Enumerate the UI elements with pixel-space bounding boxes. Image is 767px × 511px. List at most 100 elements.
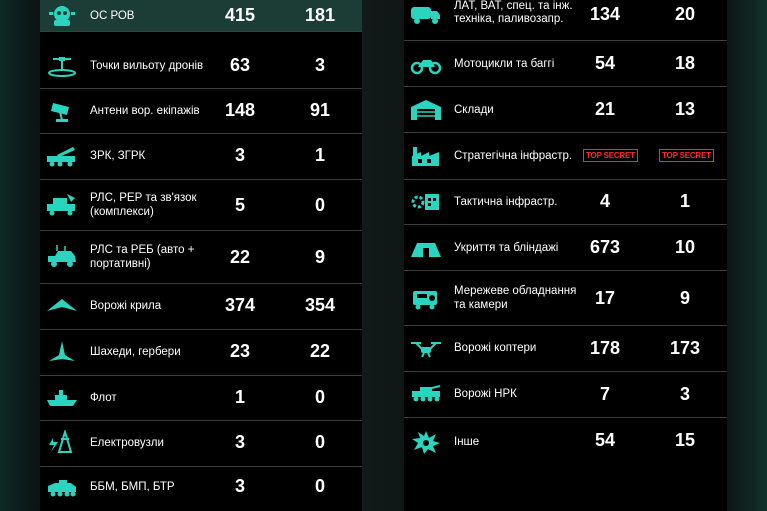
stat-row: Тактична інфрастр. 4 1 [404, 180, 727, 225]
center-background-strip [362, 0, 404, 511]
left-background-strip [0, 0, 40, 511]
stat-value-2: 9 [679, 288, 690, 308]
stat-label: Склади [454, 104, 494, 116]
stat-label: Електровузли [90, 437, 164, 449]
stat-row: Ворожі коптери 178 173 [404, 326, 727, 372]
stat-value-2: 0 [314, 432, 325, 452]
ship-icon [42, 383, 82, 413]
stat-value-2: 20 [674, 4, 696, 24]
motorcycle-icon [406, 49, 446, 79]
stat-value-2: 3 [679, 384, 690, 404]
stat-row: Ворожі крила 374 354 [40, 284, 362, 330]
radar-truck-icon [42, 190, 82, 220]
stat-value-1: 415 [224, 5, 256, 25]
stat-value-2: 3 [314, 55, 325, 75]
stat-value-1: 54 [594, 53, 616, 73]
stat-value-2: 0 [314, 476, 325, 496]
right-background-strip [727, 0, 767, 511]
stat-value-1: 54 [594, 430, 616, 450]
shahed-drone-icon [42, 337, 82, 367]
stat-label: РЛС та РЕБ (авто + портативні) [90, 244, 195, 270]
stat-value-1: 1 [234, 387, 245, 407]
stat-label: Антени вор. екіпажів [90, 105, 200, 117]
stat-value-1: 148 [224, 100, 256, 120]
stat-value-1: 374 [224, 295, 256, 315]
stat-row: Укриття та бліндажі 673 10 [404, 225, 727, 271]
power-station-icon [42, 428, 82, 458]
stat-value-2: 15 [674, 430, 696, 450]
stat-label: Флот [90, 392, 117, 404]
top-secret-badge-2: TOP SECRET [659, 149, 714, 162]
stat-label: Точки вильоту дронів [90, 60, 204, 72]
stat-label: Мережеве обладнання та камери [454, 285, 577, 311]
truck-icon [406, 0, 446, 30]
stat-value-1: 7 [599, 384, 610, 404]
stat-value-2: 354 [304, 295, 336, 315]
stat-value-2: 181 [304, 5, 336, 25]
stat-value-2: 13 [674, 99, 696, 119]
stat-value-2: 22 [309, 341, 331, 361]
antenna-icon [42, 96, 82, 126]
stat-value-2: 91 [309, 100, 331, 120]
tactical-infrastructure-icon [406, 187, 446, 217]
stat-value-2: 9 [314, 247, 325, 267]
camera-equipment-icon [406, 283, 446, 313]
top-secret-badge-1: TOP SECRET [583, 149, 638, 162]
stat-value-2: 18 [674, 53, 696, 73]
stat-label: РЛС, РЕР та зв'язок (комплекси) [90, 192, 197, 218]
stat-value-2: 173 [669, 338, 701, 358]
stat-row: Антени вор. екіпажів 148 91 [40, 89, 362, 134]
stat-value-1: 23 [229, 341, 251, 361]
ew-vehicle-icon [42, 242, 82, 272]
stat-row: Шахеди, гербери 23 22 [40, 330, 362, 376]
stat-row: Склади 21 13 [404, 87, 727, 133]
stat-row: РЛС, РЕР та зв'язок (комплекси) 5 0 [40, 180, 362, 231]
stat-value-1: 134 [589, 4, 621, 24]
stat-label: Стратегічна інфрастр. [454, 150, 573, 162]
air-defense-icon [42, 1, 82, 31]
stat-value-1: 3 [234, 145, 245, 165]
stat-value-1: 17 [594, 288, 616, 308]
stat-row: Інше 54 15 [404, 418, 727, 511]
stat-row: Флот 1 0 [40, 376, 362, 421]
stat-value-1: 63 [229, 55, 251, 75]
stat-row: Мотоцикли та баггі 54 18 [404, 41, 727, 87]
stat-value-1: 21 [594, 99, 616, 119]
quadcopter-icon [406, 333, 446, 363]
stat-row: Електровузли 3 0 [40, 421, 362, 467]
stat-row: ЛАТ, ВАТ, спец. та інж. техніка, паливоз… [404, 0, 727, 41]
stat-value-1: 22 [229, 247, 251, 267]
stat-value-1: 4 [599, 191, 610, 211]
apc-icon [42, 473, 82, 503]
sam-launcher-icon [42, 141, 82, 171]
stat-label: ЗРК, ЗГРК [90, 150, 146, 162]
stat-value-1: 673 [589, 237, 621, 257]
stat-row: ББМ, БМП, БТР 3 0 [40, 467, 362, 511]
fixed-wing-drone-icon [42, 291, 82, 321]
stat-label: Шахеди, гербери [90, 346, 181, 358]
stat-row: Стратегічна інфрастр. TOP SECRET TOP SEC… [404, 133, 727, 180]
stat-value-2: 1 [679, 191, 690, 211]
stat-value-2: 0 [314, 195, 325, 215]
stat-label: Ворожі НРК [454, 388, 517, 400]
stat-row: Точки вильоту дронів 63 3 [40, 43, 362, 89]
stat-label: Ворожі коптери [454, 342, 537, 354]
factory-icon [406, 141, 446, 171]
stat-value-1: 5 [234, 195, 245, 215]
stat-label: Ворожі крила [90, 300, 162, 312]
drone-launch-site-icon [42, 51, 82, 81]
explosion-icon [406, 427, 446, 457]
stat-label: Мотоцикли та баггі [454, 58, 555, 70]
stat-label: ББМ, БМП, БТР [90, 481, 175, 493]
shelter-icon [406, 233, 446, 263]
stat-value-2: 0 [314, 387, 325, 407]
ugv-icon [406, 379, 446, 409]
stat-value-1: 178 [589, 338, 621, 358]
stat-label: ЛАТ, ВАТ, спец. та інж. техніка, паливоз… [454, 0, 573, 25]
stat-label: ОС РОВ [90, 10, 135, 22]
stat-row: ОС РОВ 415 181 [40, 0, 362, 32]
stat-label: Тактична інфрастр. [454, 196, 558, 208]
stat-label: Укриття та бліндажі [454, 242, 559, 254]
right-stats-panel: ЛАТ, ВАТ, спец. та інж. техніка, паливоз… [404, 0, 727, 511]
stat-label: Інше [454, 436, 480, 448]
